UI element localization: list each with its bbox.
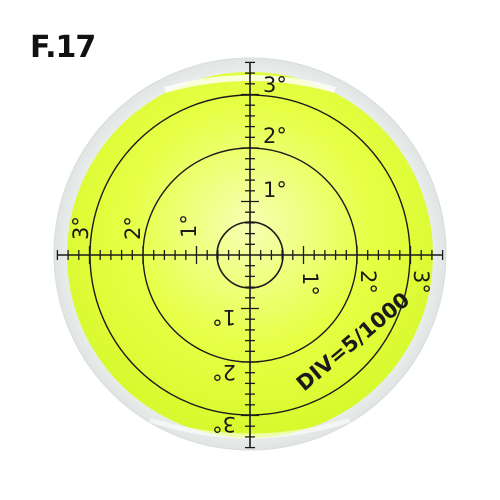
scale-ticks xyxy=(56,61,444,449)
model-label: F.17 xyxy=(30,30,96,65)
scale-left-2: 2° xyxy=(121,216,145,240)
scale-bottom-2: 2° xyxy=(212,360,236,384)
scale-right-1: 1° xyxy=(298,272,322,296)
scale-top-2: 2° xyxy=(263,124,287,148)
scale-top-3: 3° xyxy=(263,73,287,97)
scale-left-1: 1° xyxy=(177,214,201,238)
scale-left-3: 3° xyxy=(69,216,93,240)
scale-right-3: 3° xyxy=(409,270,433,294)
scale-top-1: 1° xyxy=(263,178,287,202)
scale-right-2: 2° xyxy=(356,270,380,294)
scale-bottom-3: 3° xyxy=(212,412,236,436)
scale-bottom-1: 1° xyxy=(212,305,236,329)
